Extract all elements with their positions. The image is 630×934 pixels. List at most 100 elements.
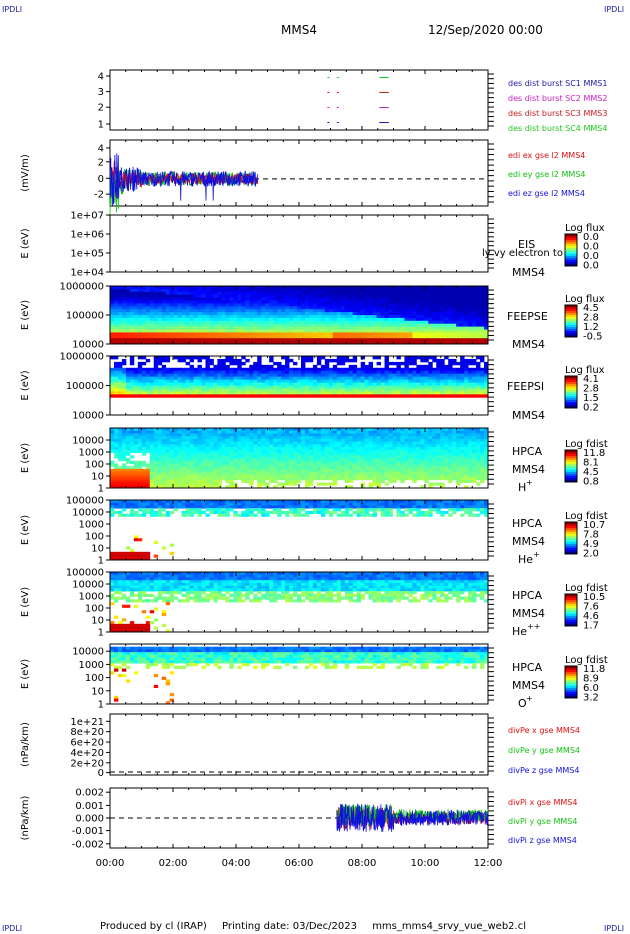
heatmap-cell — [308, 433, 314, 437]
heatmap-cell — [133, 433, 139, 437]
heatmap-cell — [281, 388, 286, 392]
heatmap-cell — [201, 367, 206, 372]
heatmap-cell — [133, 441, 139, 445]
heatmap-cell — [404, 297, 409, 301]
heatmap-cell — [436, 335, 441, 339]
heatmap-cell — [225, 291, 230, 296]
heatmap-cell — [205, 361, 210, 366]
heatmap-cell — [113, 323, 119, 327]
heatmap-cell — [304, 447, 310, 451]
heatmap-cell — [169, 367, 175, 372]
heatmap-cell — [448, 391, 453, 395]
heatmap-cell — [173, 485, 179, 489]
heatmap-cell — [169, 303, 175, 307]
heatmap-cell — [257, 438, 262, 443]
heatmap-cell — [364, 455, 370, 459]
heatmap-cell — [181, 338, 186, 342]
heatmap-cell — [468, 373, 473, 378]
heatmap-cell — [408, 373, 413, 378]
heatmap-cell — [281, 312, 286, 316]
heatmap-cell — [209, 317, 214, 322]
heatmap-cell — [340, 326, 346, 330]
heatmap-cell — [233, 449, 238, 453]
heatmap-cell — [149, 288, 155, 293]
heatmap-cell — [229, 436, 234, 440]
heatmap-cell — [169, 468, 175, 473]
heatmap-cell — [332, 447, 338, 451]
heatmap-cell — [273, 382, 278, 386]
heatmap-cell — [400, 385, 405, 389]
heatmap-cell — [193, 338, 198, 342]
heatmap-cell — [412, 309, 417, 313]
heatmap-cell — [285, 452, 290, 456]
heatmap-cell — [245, 335, 250, 339]
heatmap-cell — [117, 309, 123, 313]
heatmap-cell — [356, 449, 362, 453]
heatmap-cell — [293, 382, 298, 386]
heatmap-cell — [460, 367, 465, 372]
heatmap-cell — [193, 468, 198, 473]
heatmap-cell — [352, 303, 358, 307]
spacecraft-label-feepsi: MMS4 — [512, 409, 545, 422]
colorbar-swatch — [565, 248, 577, 251]
heatmap-cell — [245, 379, 250, 383]
heatmap-cell — [245, 394, 250, 398]
heatmap-cell — [312, 436, 318, 440]
heatmap-cell — [360, 385, 366, 389]
heatmap-cell — [364, 332, 370, 336]
heatmap-cell — [336, 468, 342, 473]
heatmap-cell — [141, 341, 147, 345]
heatmap-cell — [157, 356, 163, 360]
heatmap-cell — [153, 449, 159, 453]
heatmap-cell — [360, 338, 366, 342]
heatmap-cell — [185, 323, 190, 327]
heatmap-cell — [161, 315, 167, 319]
heatmap-cell — [376, 463, 381, 467]
heatmap-cell — [157, 320, 163, 325]
heatmap-cell — [336, 286, 342, 290]
heatmap-cell — [364, 388, 370, 392]
heatmap-cell — [249, 303, 254, 307]
heatmap-cell — [245, 329, 250, 333]
colorbar-swatch — [565, 378, 577, 381]
heatmap-cell — [316, 312, 322, 316]
heatmap-cell — [229, 452, 234, 456]
heatmap-cell — [344, 312, 350, 316]
heatmap-cell — [205, 364, 210, 369]
heatmap-cell — [273, 341, 278, 345]
heatmap-cell — [245, 332, 250, 336]
heatmap-cell — [460, 326, 465, 330]
heatmap-cell — [360, 315, 366, 319]
heatmap-cell — [320, 394, 326, 398]
heatmap-cell — [133, 297, 139, 301]
heatmap-cell — [324, 315, 330, 319]
heatmap-cell — [273, 329, 278, 333]
heatmap-cell — [308, 376, 314, 380]
heatmap-cell — [352, 309, 358, 313]
heatmap-cell — [110, 317, 115, 322]
heatmap-cell — [189, 306, 194, 310]
colorbar-swatch — [565, 256, 577, 259]
heatmap-cell — [117, 335, 123, 339]
corner-label-bottom-right: IPDLI — [604, 924, 625, 933]
heatmap-cell — [229, 315, 234, 319]
heatmap-cell — [452, 358, 457, 363]
heatmap-cell — [125, 379, 131, 383]
heatmap-cell — [285, 433, 290, 437]
heatmap-cell — [300, 309, 306, 313]
heatmap-cell — [285, 370, 290, 375]
heatmap-cell — [189, 382, 194, 386]
heatmap-cell — [181, 447, 186, 451]
heatmap-cell — [209, 309, 214, 313]
colorbar-title-feepse: Log flux — [565, 294, 605, 305]
heatmap-cell — [476, 294, 481, 298]
heatmap-cell — [436, 367, 441, 372]
heatmap-cell — [205, 309, 210, 313]
heatmap-cell — [237, 452, 242, 456]
heatmap-cell — [416, 286, 421, 290]
heatmap-cell — [308, 367, 314, 372]
heatmap-cell — [241, 370, 246, 375]
heatmap-cell — [141, 460, 147, 464]
heatmap-cell — [185, 482, 190, 486]
heatmap-cell — [364, 370, 370, 375]
